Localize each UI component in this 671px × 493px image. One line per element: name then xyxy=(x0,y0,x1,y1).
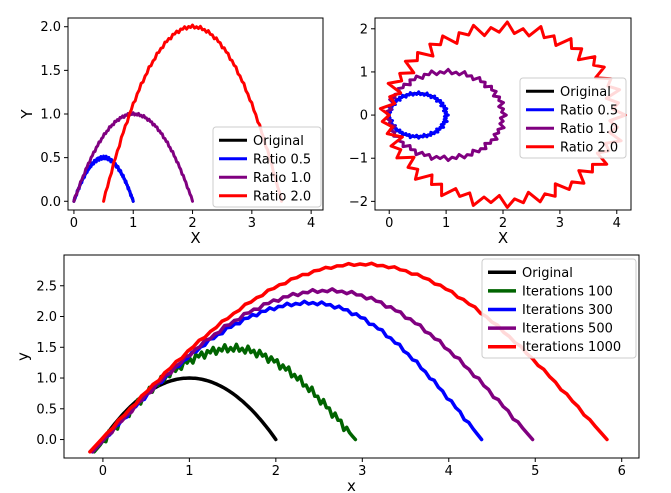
legend-label: Original xyxy=(522,266,573,281)
series-line-iterations-300 xyxy=(90,299,484,454)
x-tick-label: 3 xyxy=(556,216,564,231)
legend: Original Ratio 0.5 Ratio 1.0 Ratio 2.0 xyxy=(519,77,627,159)
y-tick-label: 0.0 xyxy=(40,195,61,210)
axes-frame xyxy=(63,254,640,459)
legend-label: Original xyxy=(253,134,304,149)
x-axis-label: x xyxy=(347,477,356,493)
y-tick-label: 2.0 xyxy=(40,20,61,35)
series-line-ratio-1-0 xyxy=(72,111,194,203)
legend-label: Original xyxy=(560,85,611,100)
y-tick-label: −1 xyxy=(349,152,368,167)
legend-label: Iterations 100 xyxy=(522,284,613,299)
x-tick-label: 1 xyxy=(129,216,137,231)
plot-area xyxy=(72,23,283,203)
legend-label: Iterations 500 xyxy=(522,322,613,337)
x-tick-label: 2 xyxy=(499,216,507,231)
y-tick-label: −2 xyxy=(349,195,368,210)
legend-label: Iterations 300 xyxy=(522,303,613,318)
x-tick-label: 1 xyxy=(442,216,450,231)
x-axis-label: X xyxy=(190,229,200,247)
x-tick-label: 4 xyxy=(445,464,453,479)
bottom-chart: 0 1 2 3 4 5 6 0.0 0.5 1.0 1.5 2.0 2.5 x y Original Itera… xyxy=(14,254,640,493)
plot-area xyxy=(88,261,609,454)
legend-box xyxy=(519,77,627,159)
x-tick-label: 2 xyxy=(188,216,196,231)
y-tick-label: 0.5 xyxy=(40,151,61,166)
y-tick-label: 1.5 xyxy=(40,64,61,79)
legend-box xyxy=(481,258,637,359)
y-tick-label: 1.5 xyxy=(36,341,57,356)
x-tick-label: 3 xyxy=(358,464,366,479)
legend: Original Iterations 100 Iterations 300 Iter… xyxy=(481,258,637,359)
x-tick-label: 1 xyxy=(185,464,193,479)
legend-box xyxy=(212,126,322,208)
x-tick-label: 0 xyxy=(385,216,393,231)
series-line-ratio-1-0 xyxy=(384,67,508,162)
legend-label: Ratio 0.5 xyxy=(253,152,311,167)
x-axis-label: X xyxy=(498,229,508,247)
x-tick-label: 2 xyxy=(272,464,280,479)
y-tick-label: 1.0 xyxy=(36,372,57,387)
legend-label: Ratio 2.0 xyxy=(560,140,618,155)
x-tick-label: 3 xyxy=(248,216,256,231)
legend-label: Ratio 0.5 xyxy=(560,103,618,118)
legend: Original Ratio 0.5 Ratio 1.0 Ratio 2.0 xyxy=(212,126,322,208)
x-tick-label: 4 xyxy=(307,216,315,231)
y-axis-label: y xyxy=(14,352,32,361)
y-tick-label: 0.0 xyxy=(36,433,57,448)
top-left-chart: 0 1 2 3 4 0.0 0.5 1.0 1.5 2.0 X Y Original Ratio 0.5 R… xyxy=(18,17,324,247)
y-tick-label: 1.0 xyxy=(40,108,61,123)
legend-label: Ratio 2.0 xyxy=(253,189,311,204)
y-tick-label: 1 xyxy=(360,65,368,80)
y-axis-label: Y xyxy=(18,109,36,120)
legend-label: Ratio 1.0 xyxy=(560,122,618,137)
y-tick-label: 2.5 xyxy=(36,279,57,294)
x-tick-label: 0 xyxy=(70,216,78,231)
y-tick-label: 0 xyxy=(360,109,368,124)
series-line-ratio-0-5 xyxy=(385,90,450,140)
series-line-iterations-100 xyxy=(92,342,358,454)
x-tick-label: 4 xyxy=(613,216,621,231)
series-line-ratio-2-0 xyxy=(102,23,283,203)
y-tick-label: 2.0 xyxy=(36,310,57,325)
legend-label: Ratio 1.0 xyxy=(253,171,311,186)
x-tick-label: 0 xyxy=(99,464,107,479)
y-tick-label: 0.5 xyxy=(36,402,57,417)
legend-label: Iterations 1000 xyxy=(522,340,621,355)
x-tick-label: 5 xyxy=(531,464,539,479)
y-tick-label: 2 xyxy=(360,22,368,37)
series-line-iterations-500 xyxy=(90,287,535,454)
x-tick-label: 6 xyxy=(618,464,626,479)
